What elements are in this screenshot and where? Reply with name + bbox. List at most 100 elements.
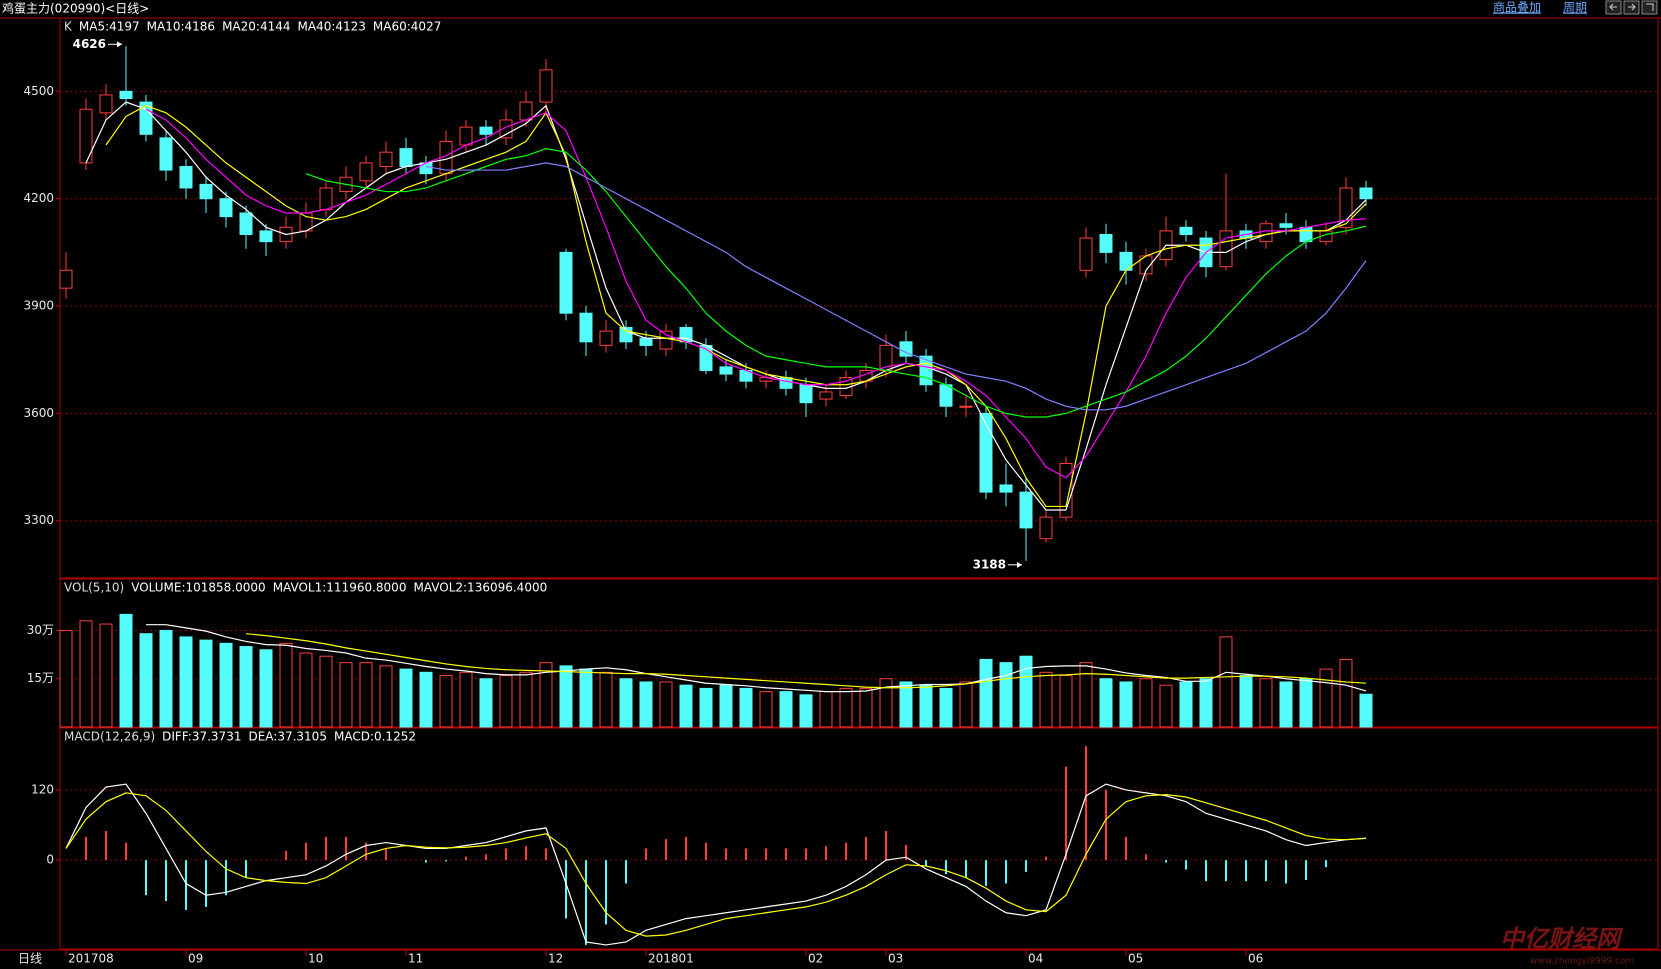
candle-body — [719, 366, 733, 375]
panel-frame — [59, 17, 1659, 579]
volume-bar — [839, 687, 853, 728]
candle-body — [459, 126, 473, 146]
volume-bar — [899, 681, 913, 728]
extreme-label: 4626 — [73, 37, 106, 51]
candle-body — [559, 251, 573, 314]
volume-bar — [499, 675, 513, 728]
legend-entry: MA10:4186 — [147, 20, 215, 34]
candle-body — [1039, 516, 1053, 540]
series-line — [146, 624, 1367, 693]
legend-entry: MA5:4197 — [79, 20, 140, 34]
volume-bar — [519, 671, 533, 728]
volume-bar — [1059, 675, 1073, 728]
volume-bar — [1319, 668, 1333, 728]
legend-entry: MAVOL2:136096.4000 — [413, 581, 547, 595]
candle-body — [579, 312, 593, 343]
button[interactable] — [1641, 0, 1658, 15]
volume-bar — [739, 687, 753, 728]
volume-bar — [1079, 662, 1093, 728]
series-line — [85, 101, 1367, 511]
volume-bar — [939, 687, 953, 728]
x-tick-label: 04 — [1028, 952, 1043, 966]
legend-entry: VOL(5,10) — [64, 581, 124, 595]
y-tick-label: 4500 — [23, 84, 54, 98]
volume-bar — [1339, 658, 1353, 728]
y-tick-label: 3600 — [23, 406, 54, 420]
volume-bar — [559, 665, 573, 728]
button-icon — [1609, 3, 1654, 11]
volume-bar — [679, 684, 693, 728]
extreme-arrow-head — [1017, 561, 1022, 568]
volume-bar — [1019, 655, 1033, 728]
y-tick-label: 0 — [46, 853, 54, 867]
volume-bar — [1239, 675, 1253, 728]
y-tick-label: 120 — [31, 782, 54, 796]
candle-body — [1079, 237, 1093, 271]
volume-bar — [959, 681, 973, 728]
volume-bar — [599, 671, 613, 728]
watermark: 中亿财经网 — [1500, 925, 1624, 953]
volume-bar — [139, 633, 153, 728]
volume-bar — [399, 668, 413, 728]
x-tick-label: 09 — [188, 952, 203, 966]
volume-bar — [159, 629, 173, 728]
candle-body — [539, 69, 553, 103]
volume-bar — [659, 681, 673, 728]
period-link[interactable]: 周期 — [1563, 1, 1587, 15]
series-line — [65, 792, 1367, 937]
volume-bar — [1259, 678, 1273, 728]
watermark-url: www.zhongyi9999.com — [1530, 957, 1634, 967]
window-title: 鸡蛋主力(020990)<日线> — [2, 1, 149, 16]
candle-body — [99, 94, 113, 114]
volume-bar — [219, 642, 233, 728]
candle-body — [1219, 230, 1233, 268]
window-buttons[interactable] — [1605, 0, 1658, 15]
series-line — [145, 108, 1367, 479]
volume-bar — [979, 658, 993, 728]
candle-body — [179, 165, 193, 189]
volume-bar — [259, 649, 273, 728]
candle-body — [1099, 233, 1113, 253]
volume-bar — [119, 613, 133, 728]
volume-bar — [879, 678, 893, 728]
volume-bar — [199, 639, 213, 728]
volume-bar — [479, 678, 493, 728]
extreme-label: 3188 — [973, 557, 1006, 571]
series-line — [65, 783, 1367, 946]
candle-body — [359, 162, 373, 182]
x-tick-label: 03 — [888, 952, 903, 966]
legend-entry: MA60:4027 — [373, 20, 441, 34]
volume-bar — [1299, 678, 1313, 728]
candle-body — [619, 327, 633, 343]
volume-bar — [819, 691, 833, 728]
x-tick-label: 02 — [808, 952, 823, 966]
candle-body — [479, 126, 493, 135]
y-tick-label: 30万 — [27, 623, 54, 637]
y-tick-label: 15万 — [27, 671, 54, 685]
volume-bar — [299, 652, 313, 728]
volume-bar — [619, 678, 633, 728]
overlay-link[interactable]: 商品叠加 — [1493, 0, 1541, 15]
volume-bar — [279, 642, 293, 728]
volume-bar — [99, 623, 113, 728]
volume-bar — [699, 687, 713, 728]
y-tick-label: 3300 — [23, 513, 54, 527]
x-tick-label: 10 — [308, 952, 323, 966]
legend-entry: MACD(12,26,9) — [64, 730, 155, 744]
candle-body — [1019, 491, 1033, 529]
candle-body — [379, 151, 393, 167]
legend-entry: DEA:37.3105 — [248, 730, 327, 744]
candle-body — [1259, 223, 1273, 243]
volume-bar — [1139, 678, 1153, 728]
series-line — [245, 633, 1367, 689]
x-axis-label: 日线 — [18, 952, 42, 966]
candle-body — [979, 412, 993, 493]
series-line — [305, 147, 1367, 418]
panel-frame — [59, 727, 1659, 950]
candle-body — [199, 183, 213, 200]
y-tick-label: 3900 — [23, 299, 54, 313]
volume-bar — [1199, 678, 1213, 728]
